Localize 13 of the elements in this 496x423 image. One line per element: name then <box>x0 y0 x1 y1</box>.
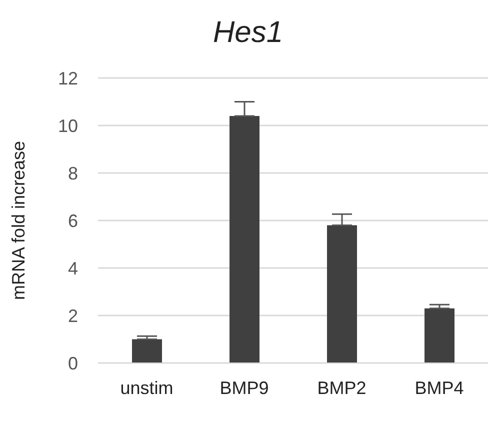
y-tick-label: 4 <box>68 258 78 278</box>
chart-title: Hes1 <box>212 15 284 51</box>
y-tick-label: 10 <box>58 116 78 136</box>
x-tick-label: unstim <box>120 378 174 398</box>
y-tick-label: 6 <box>68 210 78 231</box>
y-tick-label: 8 <box>68 163 78 184</box>
y-tick-label: 0 <box>68 353 78 374</box>
y-tick-label: 12 <box>58 68 78 88</box>
y-tick-label: 2 <box>68 306 78 326</box>
x-tick-label: BMP2 <box>317 378 366 398</box>
x-tick-label: BMP4 <box>414 378 464 398</box>
x-tick-label: BMP9 <box>220 378 269 398</box>
y-axis-title: mRNA fold increase <box>8 140 28 300</box>
